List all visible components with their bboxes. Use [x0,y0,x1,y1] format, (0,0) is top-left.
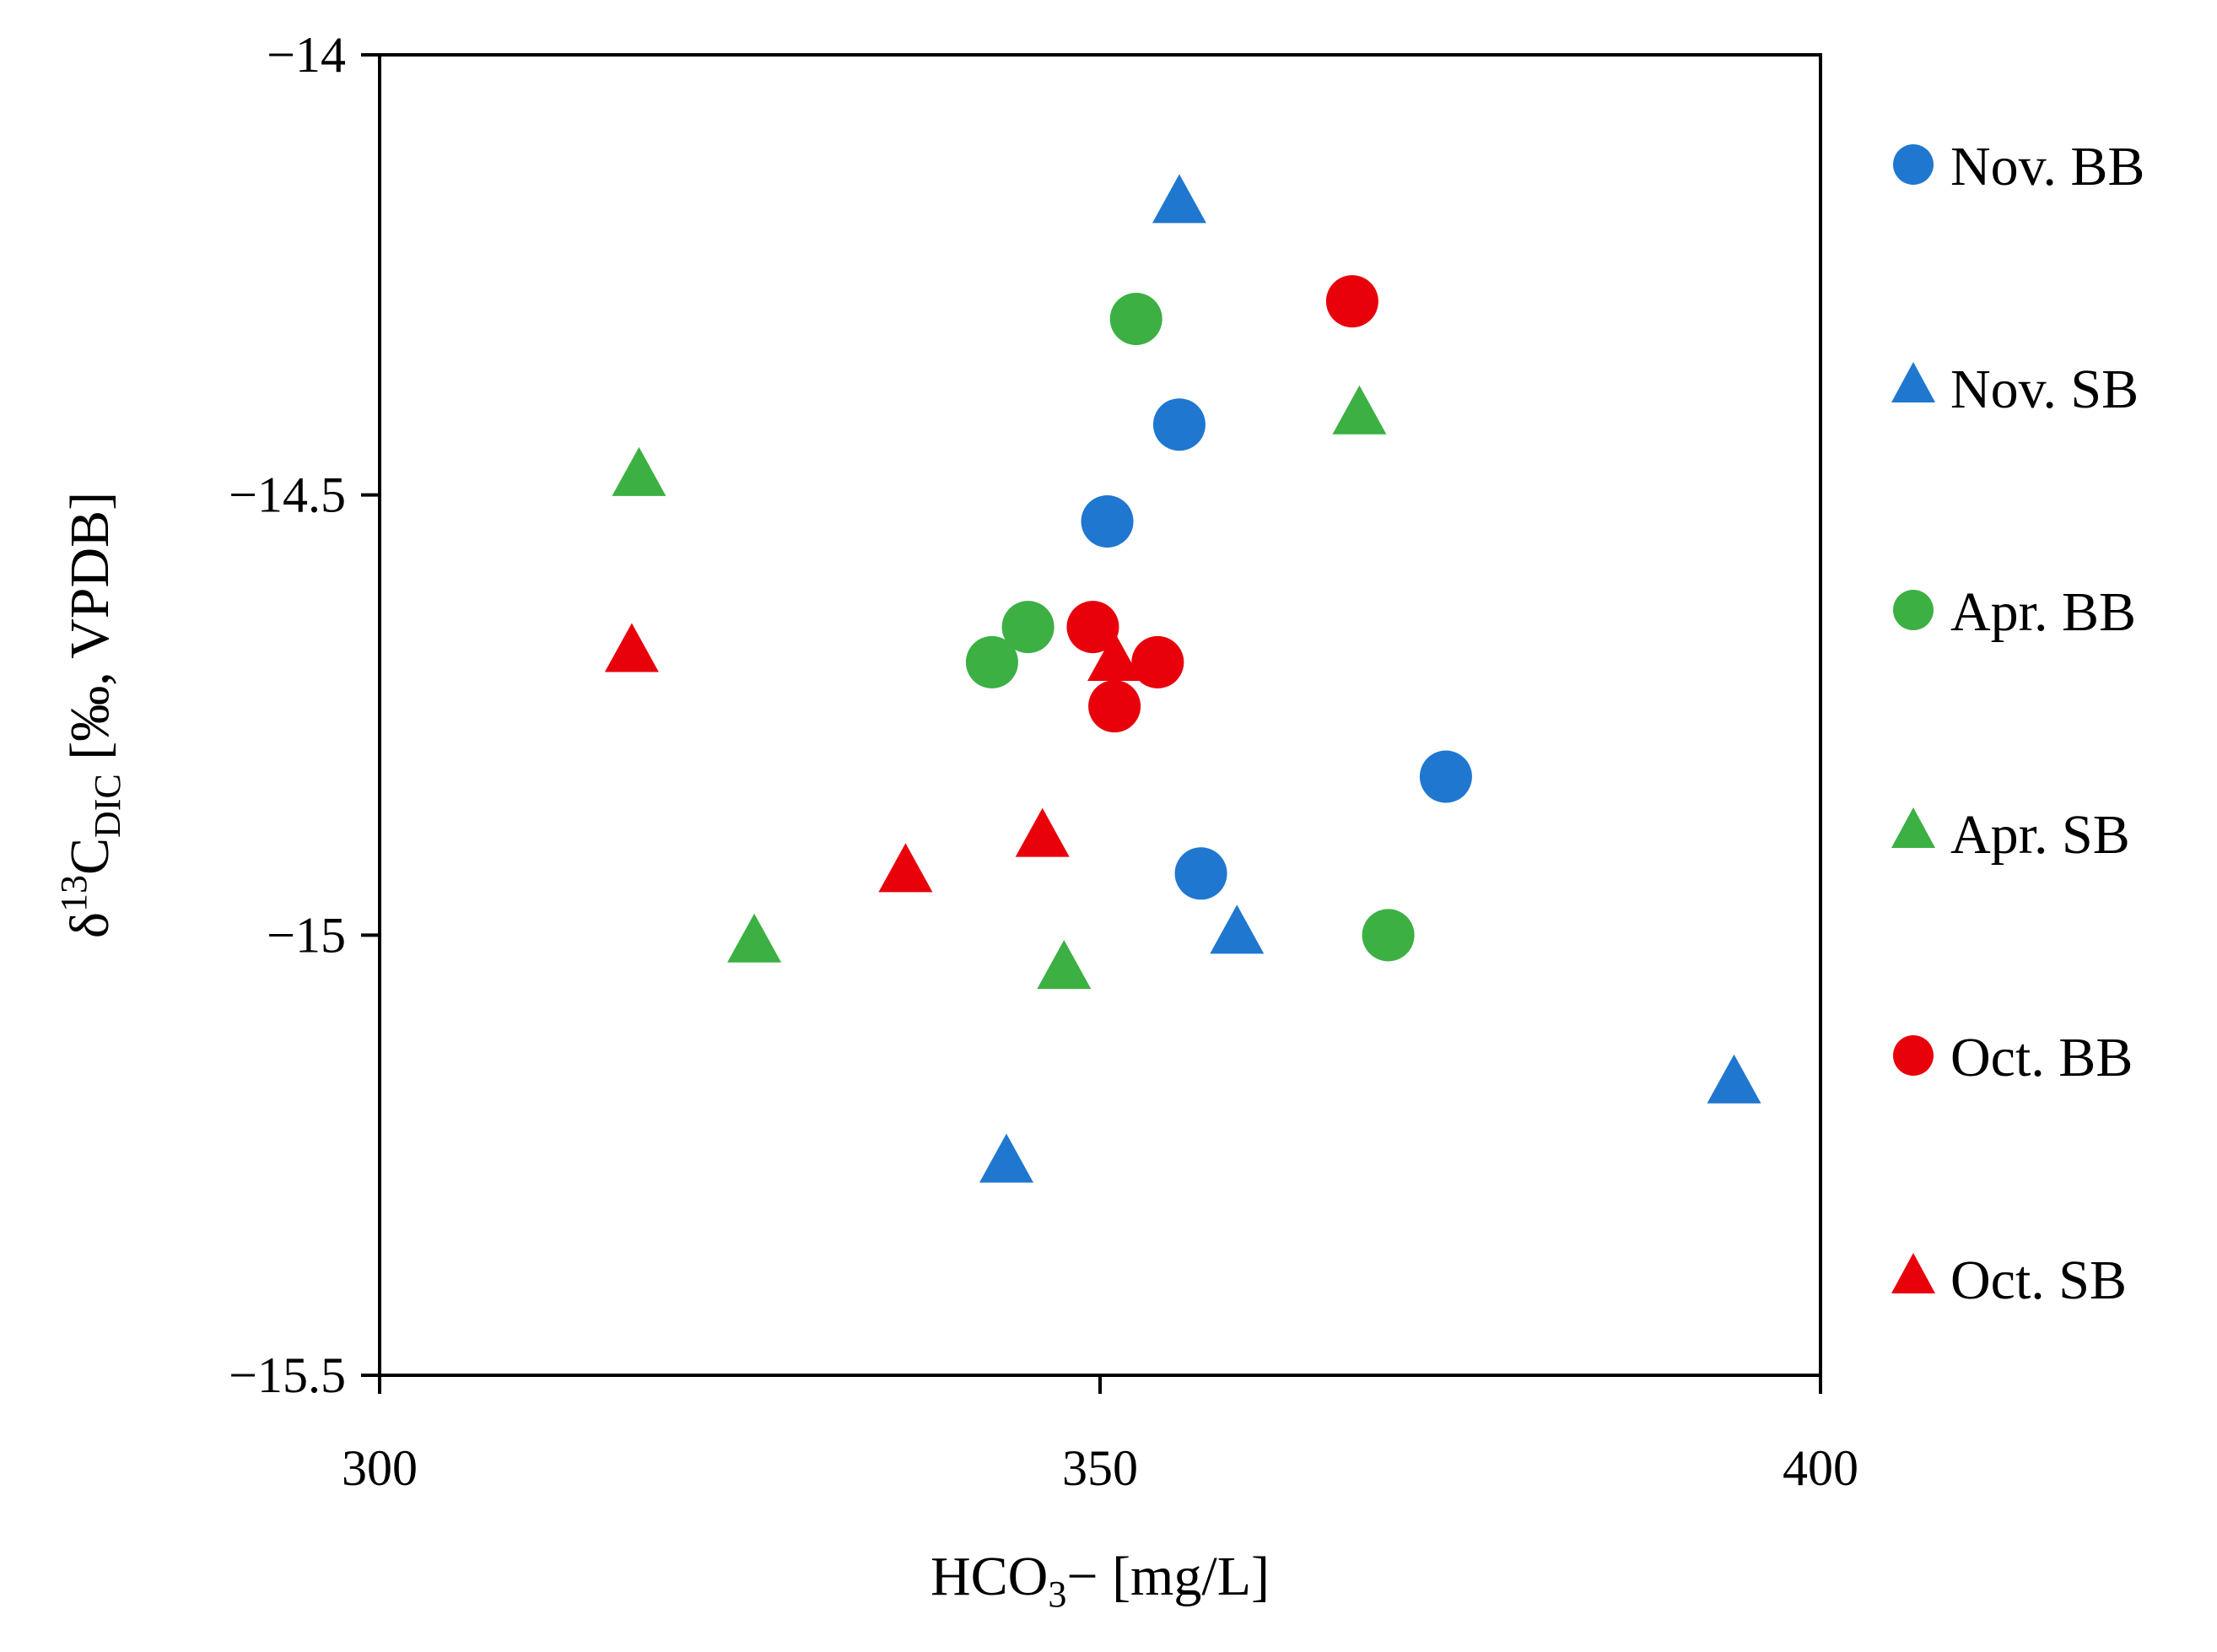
y-tick-label: −14 [267,27,346,83]
triangle-point [612,446,666,496]
y-axis-title-sub: DIC [87,774,128,838]
circle-point [1152,398,1206,451]
triangle-point [1210,904,1265,954]
legend-item: Nov. SB [1891,359,2139,420]
y-tick-label: −15 [267,907,346,963]
circle-point [1362,909,1415,962]
series-nov-bb [1081,398,1472,900]
x-tick-label: 300 [342,1440,418,1496]
triangle-point [727,913,782,963]
triangle-point [979,1133,1033,1183]
series-apr-sb [612,385,1387,990]
x-axis-title-subscript: 3 [1048,1574,1066,1615]
legend-label: Oct. BB [1950,1027,2133,1088]
triangle-point [1332,385,1387,435]
circle-point [1109,293,1162,345]
y-axis-title: δ13CDIC [‰, VPDB] [53,492,128,938]
legend-item: Oct. BB [1893,1027,2133,1088]
legend-item: Apr. BB [1893,581,2136,643]
series-apr-bb [965,293,1415,962]
legend: Nov. BB Nov. SB Apr. BB Apr. SB Oct. BB Oct. … [1891,136,2144,1311]
x-axis-title-main: HCO [930,1546,1048,1607]
series-oct-bb [1066,275,1378,733]
y-axis-title-main: C [59,838,121,875]
circle-point [1131,635,1184,688]
circle-point [1325,275,1378,328]
legend-triangle-icon [1891,362,1935,402]
legend-circle-icon [1893,590,1934,630]
series-nov-sb [979,174,1761,1183]
circle-point [1081,494,1134,548]
axis-titles: HCO3− [mg/L] δ13CDIC [‰, VPDB] [53,492,1270,1615]
legend-label: Apr. BB [1950,581,2136,643]
legend-label: Oct. SB [1950,1250,2127,1311]
legend-label: Nov. BB [1950,136,2144,197]
legend-triangle-icon [1891,1253,1935,1293]
legend-item: Oct. SB [1891,1250,2127,1311]
y-tick-label: −14.5 [229,467,346,523]
axes: 300 350 400 −14 −14.5 −15 −15.5 [229,27,1858,1496]
legend-circle-icon [1893,144,1934,185]
circle-point [1066,601,1119,654]
triangle-point [604,623,659,672]
legend-label: Apr. SB [1950,804,2130,866]
triangle-point [1152,174,1206,224]
x-tick-label: 350 [1062,1440,1138,1496]
y-tick-label: −15.5 [229,1347,346,1403]
circle-point [1174,847,1227,900]
triangle-point [878,843,933,893]
circle-point [1088,680,1141,733]
y-axis-title-tail: [‰, VPDB] [59,492,121,774]
data-points [604,174,1761,1183]
series-oct-sb [604,623,1142,893]
legend-item: Nov. BB [1893,136,2144,197]
circle-point [1419,750,1472,803]
legend-circle-icon [1893,1035,1934,1076]
triangle-point [1707,1054,1761,1104]
triangle-point [1037,940,1092,990]
x-axis-title: HCO3− [mg/L] [930,1546,1270,1615]
legend-triangle-icon [1891,807,1935,848]
y-axis-title-sup: 13 [53,875,94,912]
y-axis-title-prefix: δ [59,912,121,938]
legend-label: Nov. SB [1950,359,2139,420]
triangle-point [1087,631,1142,681]
circle-point [965,635,1018,688]
legend-item: Apr. SB [1891,804,2130,866]
triangle-point [1015,807,1070,857]
circle-point [1001,601,1055,654]
x-tick-label: 400 [1783,1440,1858,1496]
x-axis-title-tail: − [mg/L] [1066,1546,1270,1607]
